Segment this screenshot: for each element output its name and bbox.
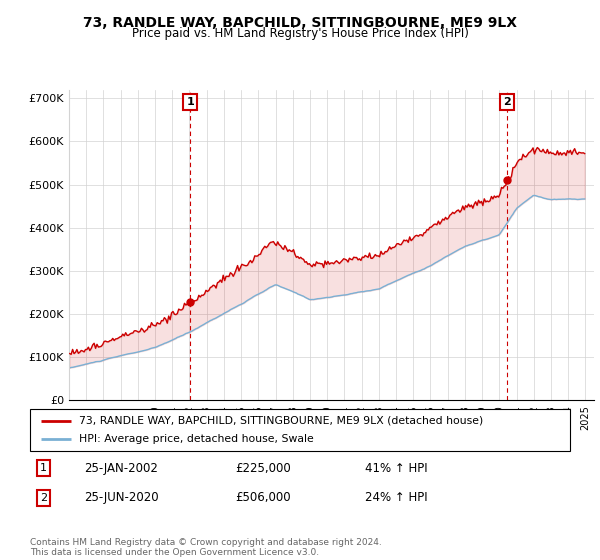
Text: Contains HM Land Registry data © Crown copyright and database right 2024.
This d: Contains HM Land Registry data © Crown c…: [30, 538, 382, 557]
Text: £225,000: £225,000: [235, 462, 291, 475]
Text: 2: 2: [40, 493, 47, 503]
Text: 41% ↑ HPI: 41% ↑ HPI: [365, 462, 427, 475]
Text: 1: 1: [40, 463, 47, 473]
Text: 24% ↑ HPI: 24% ↑ HPI: [365, 491, 427, 504]
Text: 1: 1: [187, 97, 194, 107]
Text: Price paid vs. HM Land Registry's House Price Index (HPI): Price paid vs. HM Land Registry's House …: [131, 27, 469, 40]
FancyBboxPatch shape: [30, 409, 570, 451]
Text: HPI: Average price, detached house, Swale: HPI: Average price, detached house, Swal…: [79, 434, 313, 444]
Text: 25-JUN-2020: 25-JUN-2020: [84, 491, 158, 504]
Text: £506,000: £506,000: [235, 491, 291, 504]
Text: 73, RANDLE WAY, BAPCHILD, SITTINGBOURNE, ME9 9LX: 73, RANDLE WAY, BAPCHILD, SITTINGBOURNE,…: [83, 16, 517, 30]
Text: 2: 2: [503, 97, 511, 107]
Text: 73, RANDLE WAY, BAPCHILD, SITTINGBOURNE, ME9 9LX (detached house): 73, RANDLE WAY, BAPCHILD, SITTINGBOURNE,…: [79, 416, 483, 426]
Text: 25-JAN-2002: 25-JAN-2002: [84, 462, 158, 475]
